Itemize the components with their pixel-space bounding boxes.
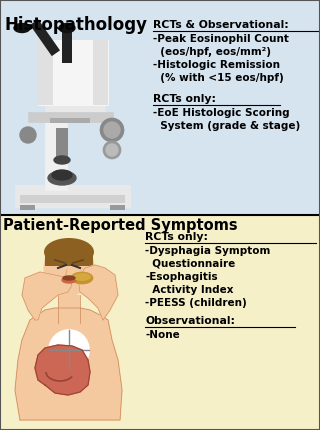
Bar <box>38 40 53 105</box>
Bar <box>0 215 320 430</box>
Text: RCTs only:: RCTs only: <box>153 94 216 104</box>
Ellipse shape <box>48 171 76 185</box>
Ellipse shape <box>14 24 30 33</box>
Ellipse shape <box>44 240 94 295</box>
Ellipse shape <box>63 276 75 280</box>
Text: Questionnaire: Questionnaire <box>145 259 235 269</box>
Text: -EoE Histologic Scoring: -EoE Histologic Scoring <box>153 108 290 118</box>
Circle shape <box>104 122 120 138</box>
Polygon shape <box>22 272 72 320</box>
Text: -Histologic Remission: -Histologic Remission <box>153 60 280 70</box>
Bar <box>28 112 113 122</box>
Circle shape <box>49 330 89 370</box>
Ellipse shape <box>59 24 75 33</box>
Text: (eos/hpf, eos/mm²): (eos/hpf, eos/mm²) <box>153 47 271 57</box>
Bar <box>20 205 35 210</box>
Text: -Esophagitis: -Esophagitis <box>145 272 218 282</box>
Circle shape <box>100 118 124 142</box>
Bar <box>45 252 93 266</box>
Bar <box>20 195 125 203</box>
Text: Observational:: Observational: <box>145 316 235 326</box>
Text: Histopathology: Histopathology <box>5 16 148 34</box>
Circle shape <box>106 144 118 156</box>
Ellipse shape <box>52 170 72 180</box>
Text: RCTs & Observational:: RCTs & Observational: <box>153 20 289 30</box>
Text: -PEESS (children): -PEESS (children) <box>145 298 247 308</box>
Text: RCTs only:: RCTs only: <box>145 232 208 242</box>
Bar <box>45 95 105 113</box>
Bar <box>58 295 80 323</box>
Bar <box>56 128 68 158</box>
Text: -Peak Eosinophil Count: -Peak Eosinophil Count <box>153 34 289 44</box>
Text: -None: -None <box>145 330 180 340</box>
Polygon shape <box>35 345 90 395</box>
Ellipse shape <box>54 156 70 164</box>
Text: Patient-Reported Symptoms: Patient-Reported Symptoms <box>3 218 238 233</box>
Ellipse shape <box>71 272 93 284</box>
Polygon shape <box>15 308 122 420</box>
Bar <box>15 185 130 207</box>
Bar <box>110 205 125 210</box>
Text: Activity Index: Activity Index <box>145 285 234 295</box>
Bar <box>50 118 90 123</box>
Text: System (grade & stage): System (grade & stage) <box>153 121 300 131</box>
Bar <box>93 40 108 105</box>
Ellipse shape <box>44 238 94 266</box>
Text: (% with <15 eos/hpf): (% with <15 eos/hpf) <box>153 73 284 83</box>
Text: -Dysphagia Symptom: -Dysphagia Symptom <box>145 246 270 256</box>
Circle shape <box>103 141 121 159</box>
Ellipse shape <box>73 273 91 281</box>
Bar <box>62 28 72 63</box>
Circle shape <box>20 127 36 143</box>
Bar <box>38 40 108 105</box>
Polygon shape <box>78 265 118 320</box>
Bar <box>30 19 60 56</box>
Ellipse shape <box>62 277 76 283</box>
Bar <box>0 0 320 215</box>
Bar <box>45 100 67 190</box>
